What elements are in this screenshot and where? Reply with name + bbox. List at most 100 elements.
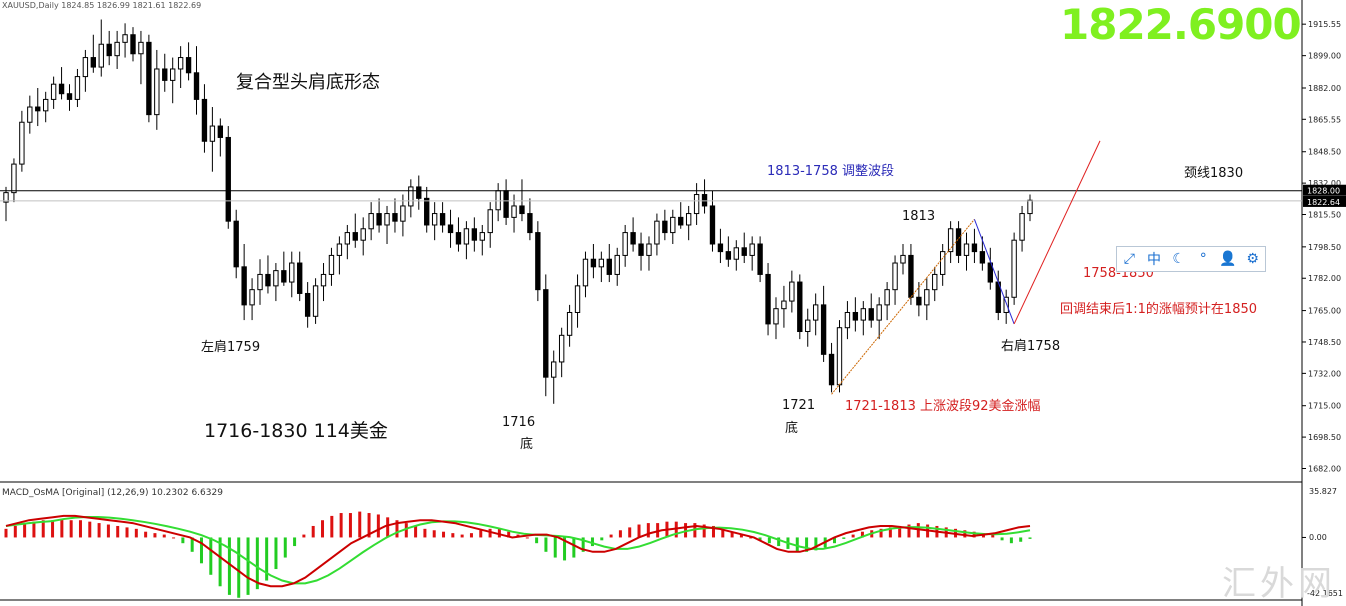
candle — [662, 209, 668, 241]
candle — [868, 293, 874, 328]
macd-bar — [833, 537, 837, 544]
macd-bar — [572, 537, 576, 558]
candle — [114, 30, 120, 69]
macd-bar — [274, 537, 278, 570]
macd-bar — [13, 525, 17, 538]
candle — [606, 244, 612, 283]
candle — [352, 213, 358, 248]
neckline-label: 颈线1830 — [1184, 166, 1243, 181]
macd-bar — [88, 521, 92, 538]
candle — [749, 236, 755, 271]
candle — [543, 274, 549, 397]
macd-bar — [907, 524, 911, 538]
macd-bar — [851, 534, 855, 538]
macd-bar — [805, 537, 809, 552]
candle — [328, 247, 335, 286]
pattern-title: 复合型头肩底形态 — [236, 72, 380, 93]
macd-bar — [23, 523, 27, 538]
macd-bar — [199, 537, 203, 564]
macd-bar — [51, 520, 55, 538]
macd-bar — [134, 528, 138, 538]
macd-panel — [4, 511, 1306, 598]
macd-bar — [190, 537, 194, 552]
macd-bar — [451, 533, 455, 538]
macd-bar — [78, 520, 82, 538]
macd-bar — [246, 537, 250, 595]
macd-bar — [376, 514, 380, 538]
candle — [495, 183, 501, 222]
macd-bar — [777, 537, 781, 547]
price-tick-label: 1782.00 — [1308, 274, 1341, 283]
candle — [336, 236, 343, 275]
macd-bar — [116, 525, 120, 538]
price-tick-label: 1915.55 — [1308, 20, 1341, 29]
price-tick-label: 1882.00 — [1308, 84, 1341, 93]
price-tick-label: 1682.00 — [1308, 464, 1341, 473]
candle — [1003, 289, 1009, 324]
macd-bar — [255, 537, 259, 590]
macd-bar — [674, 521, 678, 538]
macd-bar — [1028, 537, 1032, 539]
gear-icon[interactable]: ⚙ — [1246, 251, 1259, 267]
macd-bar — [432, 530, 436, 538]
candle — [773, 297, 779, 340]
dots-icon[interactable]: ° — [1199, 251, 1207, 267]
candle — [185, 42, 192, 81]
candle — [805, 308, 811, 347]
candle — [852, 297, 859, 332]
macd-bar — [209, 537, 213, 575]
macd-bar — [367, 513, 371, 538]
macd-axis-bottom: -42.1651 — [1307, 589, 1343, 598]
draw-icon[interactable]: ⤢ — [1123, 251, 1135, 267]
candle — [939, 244, 946, 286]
macd-bar — [488, 528, 492, 538]
language-icon[interactable]: 中 — [1146, 252, 1161, 268]
candle — [812, 293, 819, 336]
candle — [757, 236, 763, 283]
macd-bar — [991, 534, 995, 538]
macd-bar — [618, 530, 622, 538]
macd-bar — [963, 530, 967, 538]
neckline-price-text: 1828.00 — [1307, 187, 1340, 196]
symbol-header: XAUUSD,Daily 1824.85 1826.99 1821.61 182… — [2, 1, 201, 10]
candle — [424, 186, 430, 233]
candle — [392, 198, 398, 233]
signal-line — [5, 516, 1031, 585]
candle — [376, 198, 382, 233]
candle — [503, 179, 509, 225]
candle — [257, 259, 263, 305]
candle — [447, 209, 454, 248]
candle — [74, 68, 81, 108]
macd-bar — [711, 525, 715, 538]
candle — [646, 236, 652, 271]
candle — [344, 224, 351, 260]
moon-icon[interactable]: ☾ — [1172, 251, 1185, 267]
candle — [98, 19, 104, 77]
candle — [630, 217, 636, 252]
candle — [106, 30, 112, 66]
user-icon[interactable]: 👤 — [1219, 251, 1237, 267]
macd-bar — [106, 524, 110, 538]
candle — [368, 202, 374, 241]
macd-bar — [227, 537, 231, 595]
macd-bar — [302, 534, 306, 538]
last-price-display: 1822.6900 — [1060, 0, 1302, 49]
candle — [685, 205, 692, 241]
macd-bar — [386, 517, 390, 538]
left-shoulder-label: 左肩1759 — [201, 339, 260, 355]
candle — [551, 350, 557, 404]
candle — [987, 247, 993, 290]
candle — [360, 217, 366, 256]
macd-bar — [600, 537, 604, 541]
candle — [638, 232, 644, 271]
candle — [670, 209, 676, 244]
macd-bar — [41, 520, 45, 538]
candle — [582, 251, 589, 298]
correction-label: 1813-1758 调整波段 — [767, 164, 894, 179]
candle — [900, 244, 906, 275]
candle — [678, 202, 684, 229]
target-note-label: 回调结束后1:1的涨幅预计在1850 — [1060, 301, 1257, 317]
macd-bar — [60, 518, 64, 538]
price-axis: 1915.55 1899.00 1882.00 1865.55 1848.50 1832.… — [1302, 20, 1346, 473]
candle — [130, 27, 136, 62]
